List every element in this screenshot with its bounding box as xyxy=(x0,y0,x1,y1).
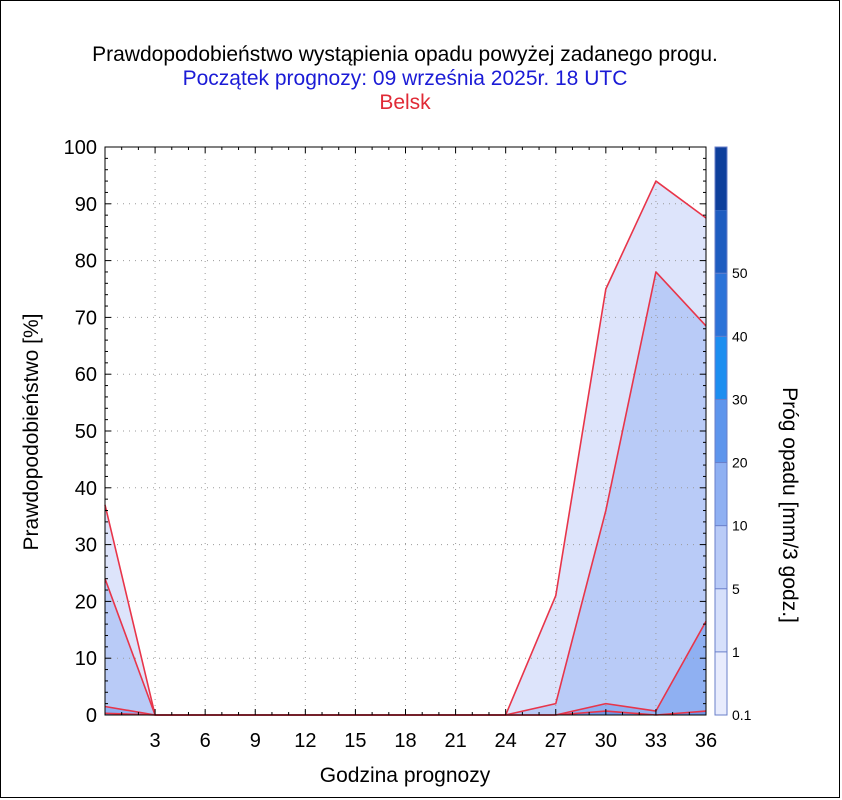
y-tick-label: 70 xyxy=(75,307,97,329)
colorbar-segment xyxy=(715,273,727,337)
colorbar-segment xyxy=(715,147,727,211)
y-tick-label: 20 xyxy=(75,591,97,613)
y-tick-label: 80 xyxy=(75,251,97,273)
y-tick-label: 50 xyxy=(75,421,97,443)
x-tick-label: 15 xyxy=(344,730,366,752)
colorbar-segment xyxy=(715,210,727,274)
x-tick-label: 30 xyxy=(595,730,617,752)
colorbar-tick-label: 50 xyxy=(732,265,748,281)
x-tick-label: 36 xyxy=(695,730,717,752)
colorbar-segment xyxy=(715,588,727,652)
colorbar-label: Próg opadu [mm/3 godz.] xyxy=(778,387,801,623)
chart-subtitle: Początek prognozy: 09 września 2025r. 18… xyxy=(183,67,628,90)
chart-location: Belsk xyxy=(379,91,431,114)
y-tick-label: 40 xyxy=(75,478,97,500)
y-tick-label: 90 xyxy=(75,194,97,216)
y-axis-label: Prawdopodobieństwo [%] xyxy=(20,314,43,551)
colorbar-segment xyxy=(715,399,727,463)
axes: 3 6 9 12 15 18 21 24 27 30 33 360102030405060708090… xyxy=(64,137,718,752)
x-tick-label: 12 xyxy=(294,730,316,752)
x-tick-label: 3 xyxy=(150,730,161,752)
colorbar-segment xyxy=(715,336,727,400)
colorbar-tick-label: 30 xyxy=(732,391,748,407)
x-tick-label: 27 xyxy=(545,730,567,752)
series-area-1 xyxy=(105,271,706,715)
colorbar-segment xyxy=(715,525,727,589)
colorbar-tick-label: 20 xyxy=(732,455,748,471)
colorbar-tick-label: 10 xyxy=(732,518,748,534)
x-tick-label: 21 xyxy=(444,730,466,752)
chart-title: Prawdopodobieństwo wystąpienia opadu pow… xyxy=(92,43,718,66)
colorbar-segment xyxy=(715,462,727,526)
y-tick-label: 30 xyxy=(75,535,97,557)
colorbar-tick-label: 5 xyxy=(732,581,740,597)
y-tick-label: 10 xyxy=(75,648,97,670)
y-tick-label: 100 xyxy=(64,137,97,159)
x-tick-label: 18 xyxy=(394,730,416,752)
x-axis-label: Godzina prognozy xyxy=(320,764,491,787)
x-tick-label: 33 xyxy=(645,730,667,752)
x-tick-label: 9 xyxy=(250,730,261,752)
colorbar-tick-label: 40 xyxy=(732,328,748,344)
y-tick-label: 0 xyxy=(86,705,97,727)
x-tick-label: 24 xyxy=(495,730,517,752)
colorbar: 0.1 1 5 10 20 30 40 50 xyxy=(714,146,752,723)
x-tick-label: 6 xyxy=(200,730,211,752)
y-tick-label: 60 xyxy=(75,364,97,386)
colorbar-tick-label: 0.1 xyxy=(732,707,752,723)
colorbar-segment xyxy=(715,651,727,715)
colorbar-tick-label: 1 xyxy=(732,644,740,660)
